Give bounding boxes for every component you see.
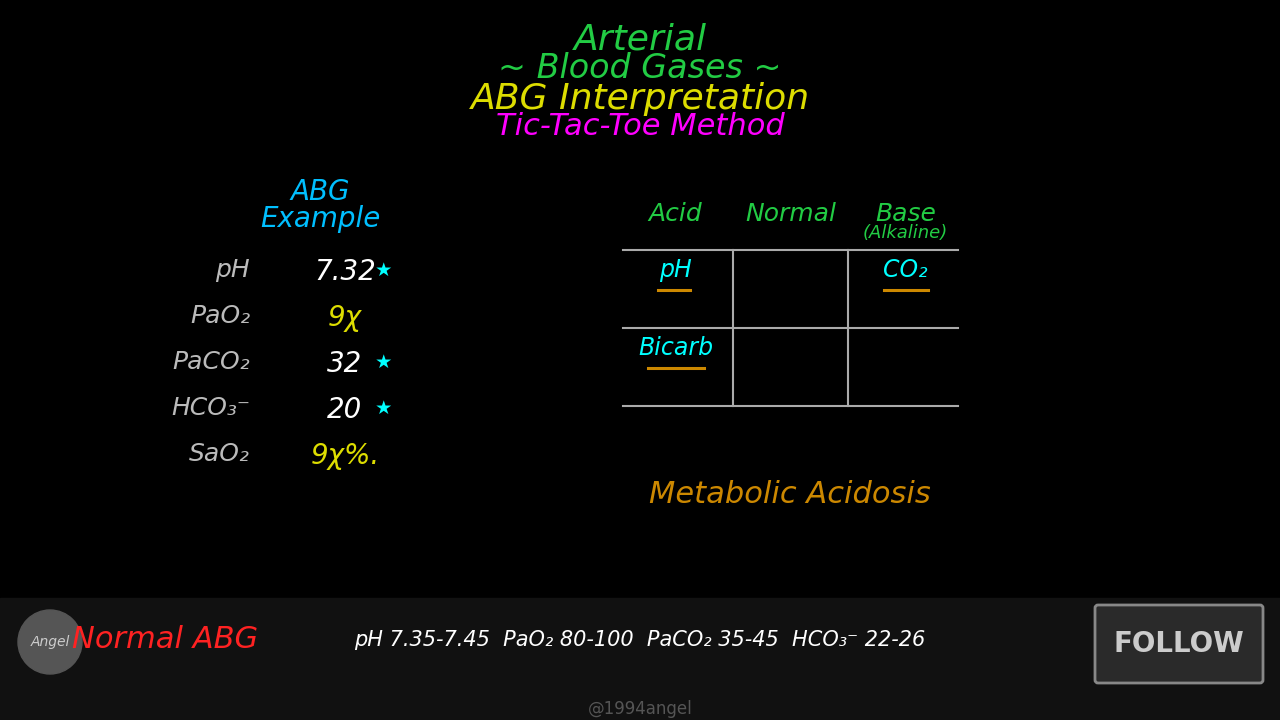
Text: pH 7.35-7.45  PaO₂ 80-100  PaCO₂ 35-45  HCO₃⁻ 22-26: pH 7.35-7.45 PaO₂ 80-100 PaCO₂ 35-45 HCO… (355, 630, 925, 650)
Text: CO₂: CO₂ (883, 258, 928, 282)
Text: Example: Example (260, 205, 380, 233)
Text: Normal: Normal (745, 202, 836, 226)
Bar (0, 598, 1280, 720)
Text: HCO₃⁻: HCO₃⁻ (170, 396, 250, 420)
Text: Tic-Tac-Toe Method: Tic-Tac-Toe Method (495, 112, 785, 141)
Text: 9χ%.: 9χ%. (310, 442, 380, 470)
Text: Metabolic Acidosis: Metabolic Acidosis (649, 480, 931, 509)
Text: Acid: Acid (649, 202, 703, 226)
Text: 32: 32 (328, 350, 362, 378)
Circle shape (18, 610, 82, 674)
Text: 20: 20 (328, 396, 362, 424)
Text: Bicarb: Bicarb (637, 336, 713, 360)
Text: SaO₂: SaO₂ (189, 442, 250, 466)
Text: PaCO₂: PaCO₂ (173, 350, 250, 374)
Text: pH: pH (215, 258, 250, 282)
Text: Arterial: Arterial (573, 22, 707, 56)
Text: Normal ABG: Normal ABG (72, 626, 259, 654)
Text: ~ Blood Gases ~: ~ Blood Gases ~ (498, 52, 782, 85)
Text: FOLLOW: FOLLOW (1114, 630, 1244, 658)
FancyBboxPatch shape (1094, 605, 1263, 683)
Text: ABG: ABG (291, 178, 349, 206)
Text: Angel: Angel (31, 635, 69, 649)
Text: pH: pH (659, 258, 692, 282)
Text: 9χ: 9χ (328, 304, 362, 332)
Text: @1994angel: @1994angel (588, 700, 692, 718)
Text: PaO₂: PaO₂ (189, 304, 250, 328)
Text: ABG Interpretation: ABG Interpretation (471, 82, 809, 116)
Text: Base: Base (876, 202, 936, 226)
Text: ★: ★ (374, 261, 392, 280)
Text: 7.32: 7.32 (314, 258, 376, 286)
Text: ★: ★ (374, 353, 392, 372)
Text: (Alkaline): (Alkaline) (863, 224, 948, 242)
Text: ★: ★ (374, 399, 392, 418)
